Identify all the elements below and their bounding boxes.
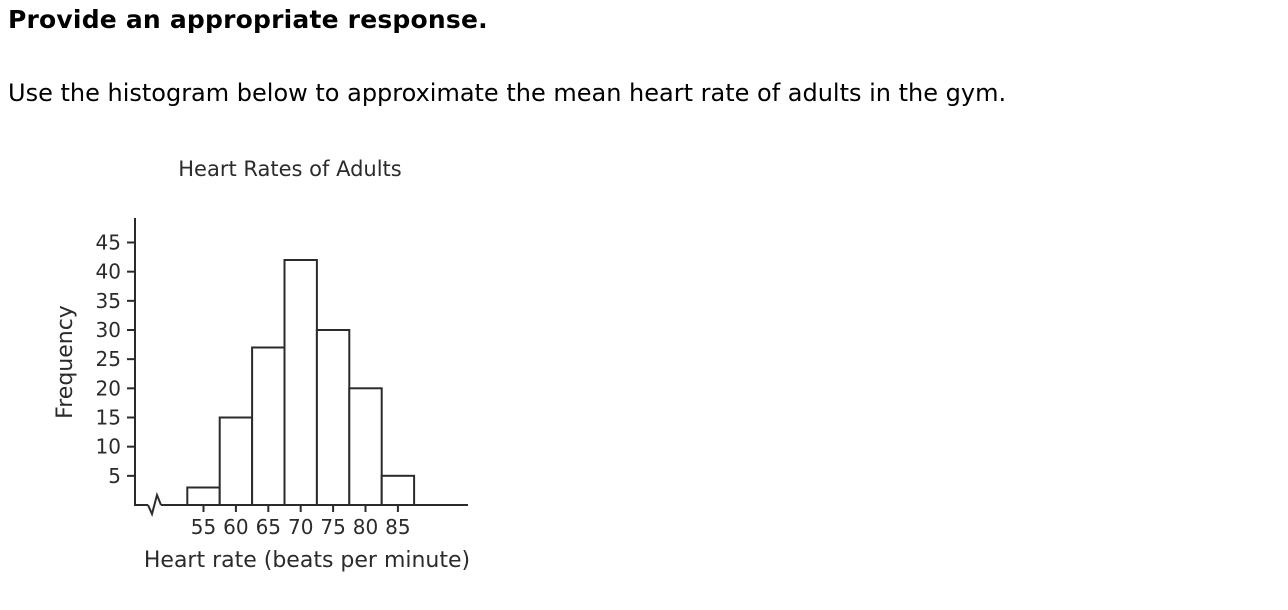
chart-title: Heart Rates of Adults xyxy=(178,157,401,181)
y-tick-label: 10 xyxy=(96,435,121,459)
histogram-bar xyxy=(251,346,286,506)
histogram-bar xyxy=(348,387,383,506)
histogram-bar xyxy=(283,259,318,506)
y-tick-label: 15 xyxy=(96,406,121,430)
x-axis-title: Heart rate (beats per minute) xyxy=(144,548,470,573)
y-tick-label: 30 xyxy=(96,318,121,342)
histogram-bar xyxy=(218,416,254,506)
x-axis-break xyxy=(147,491,162,518)
histogram-bar xyxy=(186,486,221,506)
question-text: Use the histogram below to approximate t… xyxy=(8,79,1007,107)
y-tick-label: 35 xyxy=(96,289,121,313)
histogram-svg: Heart Rates of Adults 5 10 15 20 25 30 35 40 45 55… xyxy=(53,157,470,573)
y-tick-label: 45 xyxy=(96,231,121,255)
histogram-bar xyxy=(380,474,416,506)
x-tick-label: 85 xyxy=(385,515,410,539)
y-tick-label: 5 xyxy=(108,464,121,488)
histogram-bar xyxy=(315,329,351,506)
x-tick-label: 60 xyxy=(223,515,248,539)
x-tick-label: 75 xyxy=(320,515,345,539)
y-tick-label: 20 xyxy=(96,376,121,400)
y-tick-label: 25 xyxy=(96,347,121,371)
x-tick-label: 55 xyxy=(191,515,216,539)
y-tick-label: 40 xyxy=(96,260,121,284)
x-tick-label: 80 xyxy=(353,515,378,539)
prompt-heading: Provide an appropriate response. xyxy=(8,5,488,34)
y-axis-title: Frequency xyxy=(53,305,78,419)
histogram-figure: Heart Rates of Adults 5 10 15 20 25 30 35 40 45 55… xyxy=(50,140,480,580)
x-tick-label: 65 xyxy=(256,515,281,539)
x-tick-label: 70 xyxy=(288,515,313,539)
